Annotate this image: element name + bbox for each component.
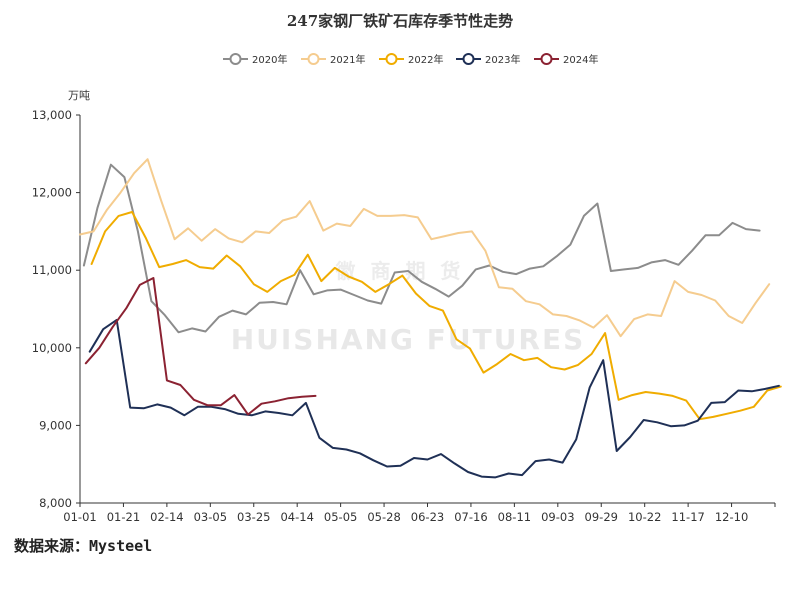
- legend-marker: [307, 53, 320, 65]
- series-line-2021年: [79, 158, 771, 338]
- x-tick-label: 06-23: [411, 510, 444, 524]
- legend-marker: [385, 53, 398, 65]
- legend-item: 2023年: [456, 53, 520, 66]
- x-tick-label: 05-28: [367, 510, 400, 524]
- x-tick-label: 04-14: [280, 510, 313, 524]
- watermark-en: HUISHANG FUTURES: [231, 323, 586, 356]
- x-tick-label: 02-14: [150, 510, 183, 524]
- x-tick-label: 09-29: [585, 510, 618, 524]
- y-tick-label: 12,000: [32, 186, 72, 200]
- legend-item: 2020年: [223, 53, 287, 66]
- legend-item: 2021年: [301, 53, 365, 66]
- y-tick-label: 13,000: [32, 108, 72, 122]
- x-tick-label: 01-01: [63, 510, 96, 524]
- x-tick-label: 08-11: [498, 510, 531, 524]
- legend-label: 2024年: [563, 53, 598, 66]
- chart-title: 247家钢厂铁矿石库存季节性走势: [287, 12, 513, 30]
- legend-label: 2021年: [330, 53, 365, 66]
- x-tick-label: 09-03: [541, 510, 574, 524]
- watermark: 徽 商 期 货 HUISHANG FUTURES: [231, 259, 586, 356]
- x-tick-label: 11-17: [671, 510, 704, 524]
- legend-marker: [462, 53, 475, 65]
- legend-item: 2024年: [534, 53, 598, 66]
- x-tick-label: 10-22: [628, 510, 661, 524]
- y-tick-label: 8,000: [39, 496, 72, 510]
- series-line-2023年: [88, 318, 780, 479]
- legend-label: 2022年: [408, 53, 443, 66]
- x-tick-label: 12-10: [715, 510, 748, 524]
- legend-label: 2020年: [252, 53, 287, 66]
- plot-area: [79, 158, 782, 479]
- legend-marker: [229, 53, 242, 65]
- legend-label: 2023年: [485, 53, 520, 66]
- y-tick-label: 9,000: [39, 418, 72, 432]
- x-tick-label: 03-05: [194, 510, 227, 524]
- series-line-2020年: [82, 163, 761, 334]
- legend-marker: [540, 53, 553, 65]
- series-line-2024年: [84, 277, 317, 416]
- legend-item: 2022年: [379, 53, 443, 66]
- series-line-2022年: [90, 211, 782, 421]
- y-axis-unit-label: 万吨: [68, 89, 90, 102]
- source-note: 数据来源：Mysteel: [14, 537, 153, 555]
- y-tick-label: 10,000: [32, 341, 72, 355]
- x-tick-label: 01-21: [107, 510, 140, 524]
- axes: 8,000 9,000 10,000 11,000 12,000 13,000 01-01 0…: [32, 108, 776, 524]
- x-tick-label: 07-16: [454, 510, 487, 524]
- x-tick-label: 03-25: [237, 510, 270, 524]
- y-tick-label: 11,000: [32, 263, 72, 277]
- legend: 2020年 2021年 2022年 2023年 2024年: [223, 53, 598, 66]
- x-tick-label: 05-05: [324, 510, 357, 524]
